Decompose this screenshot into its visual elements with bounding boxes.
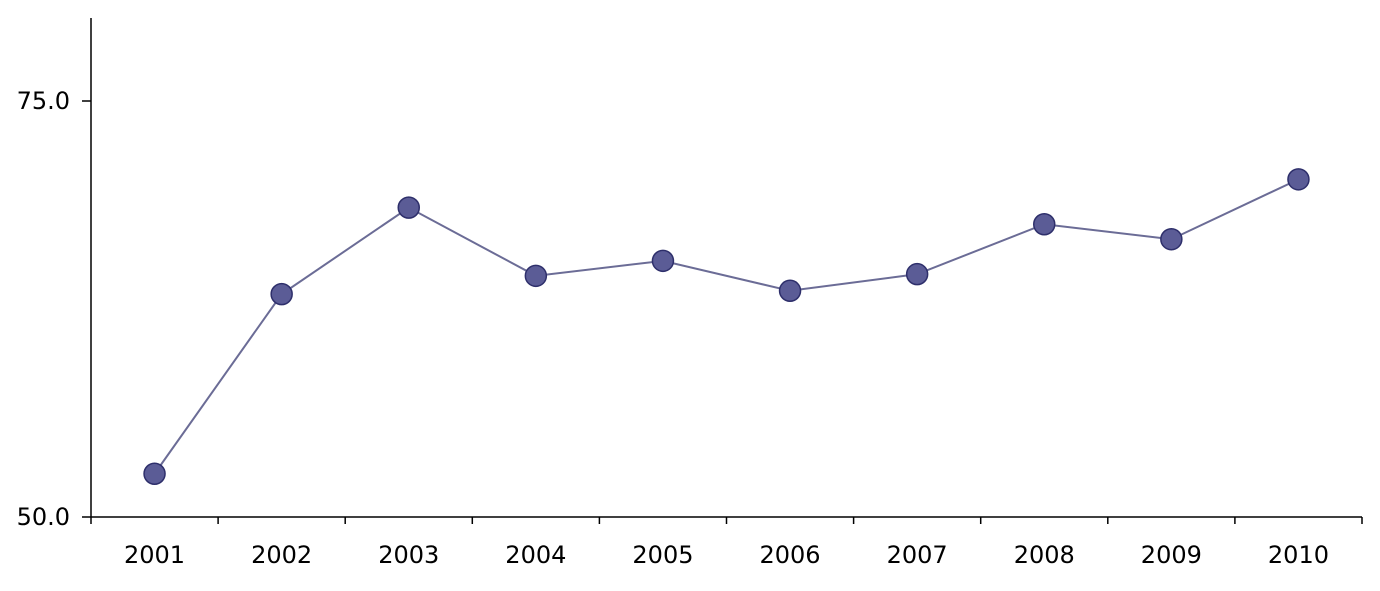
y-tick-label: 75.0 (17, 87, 70, 115)
data-point-2002 (270, 282, 293, 306)
x-ticks: 2001 2002 2003 2004 2005 2006 2007 2008 2009 2010 (90, 517, 1363, 569)
data-point-2004 (524, 264, 548, 288)
data-point-2003 (397, 196, 420, 219)
series (143, 168, 1310, 486)
x-tick-label: 2001 (124, 541, 185, 569)
data-point-2010 (1287, 168, 1310, 191)
axes (90, 18, 1362, 518)
x-tick-label: 2005 (632, 541, 693, 569)
x-tick-label: 2009 (1141, 541, 1202, 569)
x-tick-label: 2006 (760, 541, 821, 569)
series-line (153, 178, 1299, 475)
x-tick-label: 2004 (505, 541, 566, 569)
y-ticks: 75.0 50.0 (17, 87, 91, 531)
x-tick-label: 2002 (251, 541, 312, 569)
data-point-2001 (143, 462, 166, 486)
data-point-2007 (905, 262, 929, 286)
y-tick-label: 50.0 (17, 503, 70, 531)
data-point-2009 (1160, 227, 1183, 251)
x-tick-label: 2008 (1014, 541, 1075, 569)
x-tick-label: 2010 (1268, 541, 1329, 569)
data-point-2008 (1033, 213, 1056, 236)
x-tick-label: 2003 (378, 541, 439, 569)
x-tick-label: 2007 (887, 541, 948, 569)
data-point-2006 (778, 279, 802, 303)
data-point-2005 (651, 249, 675, 273)
